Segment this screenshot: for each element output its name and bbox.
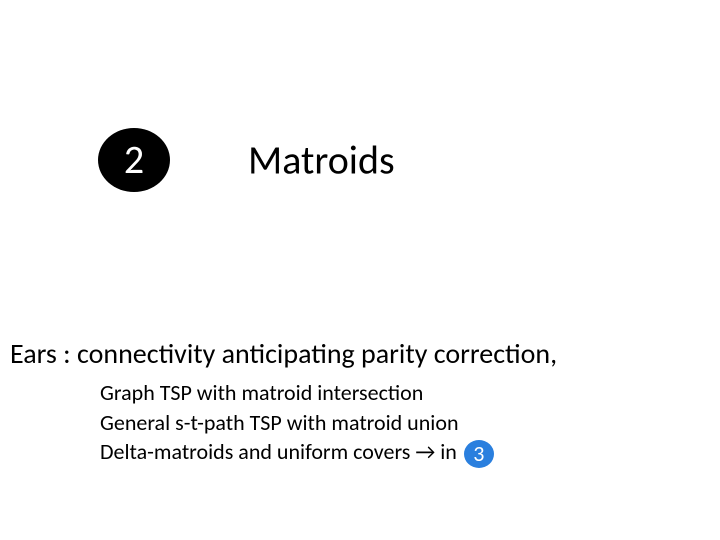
inline-number: 3 — [473, 443, 484, 465]
detail-line-last: Delta-matroids and uniform covers → in 3 — [100, 437, 494, 468]
inline-number-circle: 3 — [464, 440, 494, 468]
detail-line: General s-t-path TSP with matroid union — [100, 408, 494, 438]
arrow-icon: → — [415, 438, 435, 465]
section-number-circle: 2 — [98, 128, 170, 192]
section-title: Matroids — [248, 136, 395, 185]
section-number: 2 — [124, 140, 144, 180]
ears-line: Ears : connectivity anticipating parity … — [10, 336, 710, 371]
detail-last-prefix: Delta-matroids and uniform covers — [100, 438, 415, 465]
detail-block: Graph TSP with matroid intersection Gene… — [100, 378, 494, 468]
detail-last-mid: in — [435, 438, 462, 465]
slide: 2 Matroids Ears : connectivity anticipat… — [0, 0, 720, 540]
detail-line: Graph TSP with matroid intersection — [100, 378, 494, 408]
